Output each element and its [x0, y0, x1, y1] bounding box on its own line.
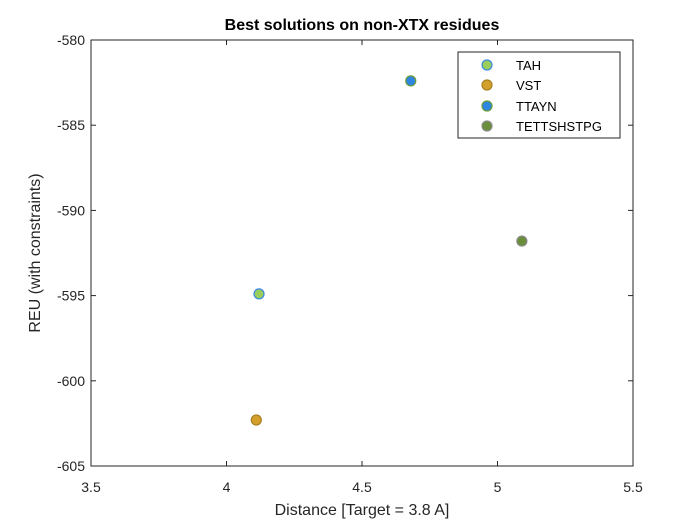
legend-label: TTAYN: [516, 99, 557, 114]
legend-entry-vst: VST: [481, 78, 541, 93]
legend-marker: [481, 59, 493, 71]
y-axis-label: REU (with constraints): [27, 173, 44, 332]
data-point-tah: [253, 288, 265, 300]
legend: TAH VST TTAYN TETTSHSTPG: [457, 51, 621, 139]
legend-label: VST: [516, 78, 541, 93]
y-tick-label: -580: [57, 32, 85, 48]
y-tick-label: -590: [57, 202, 85, 218]
legend-entry-tah: TAH: [481, 58, 541, 73]
x-tick-label: 4.5: [352, 479, 372, 495]
legend-label: TAH: [516, 58, 541, 73]
legend-label: TETTSHSTPG: [516, 119, 602, 134]
y-tick-label: -585: [57, 117, 85, 133]
x-tick-label: 4: [223, 479, 231, 495]
x-tick-label: 5: [494, 479, 502, 495]
x-axis-label: Distance [Target = 3.8 A]: [275, 502, 450, 519]
legend-marker: [481, 100, 493, 112]
x-tick-label: 5.5: [623, 479, 643, 495]
y-tick-label: -595: [57, 288, 85, 304]
legend-marker: [481, 79, 493, 91]
x-tick-label: 3.5: [81, 479, 101, 495]
y-tick-label: -605: [57, 458, 85, 474]
legend-entry-tettshstpg: TETTSHSTPG: [481, 119, 602, 134]
data-point-vst: [250, 414, 262, 426]
axes-box: [90, 39, 634, 467]
data-point-tettshstpg: [516, 235, 528, 247]
legend-marker: [481, 120, 493, 132]
legend-entry-ttayn: TTAYN: [481, 99, 557, 114]
chart-title: Best solutions on non-XTX residues: [225, 17, 500, 34]
y-tick-label: -600: [57, 373, 85, 389]
data-point-ttayn: [405, 75, 417, 87]
data-points: [250, 75, 528, 426]
